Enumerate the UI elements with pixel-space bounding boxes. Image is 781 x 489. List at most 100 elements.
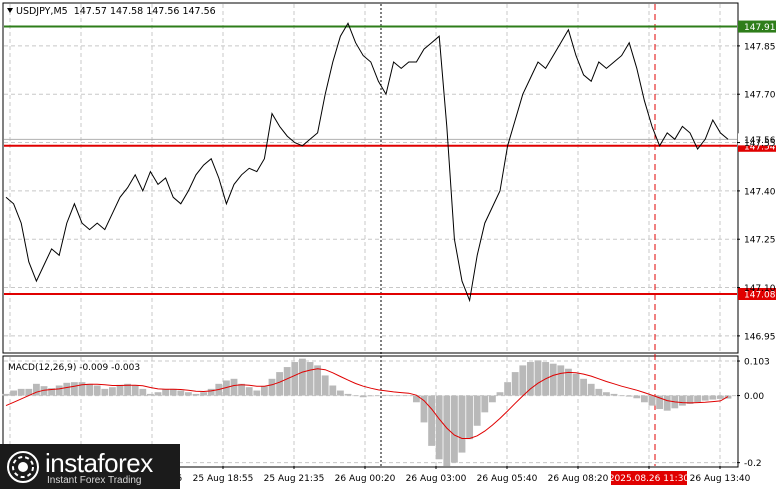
macd-bar [359, 395, 367, 398]
macd-bar [32, 383, 40, 396]
macd-bar [625, 395, 633, 397]
macd-bar [633, 395, 641, 399]
macd-bar [352, 395, 360, 397]
macd-bar [63, 382, 71, 396]
macd-tick-label: 0.103 [744, 358, 770, 368]
macd-bar [504, 382, 512, 396]
macd-label: MACD(12,26,9) -0.009 -0.003 [8, 363, 140, 373]
price-axis: 146.95 147.10 147.25 147.40 147.55 147.70 147.… [737, 42, 776, 342]
instaforex-logo: instaforex Instant Forex Trading [0, 444, 180, 489]
macd-bar [245, 387, 253, 396]
macd-bar [367, 395, 375, 397]
macd-signal-line [5, 368, 729, 439]
macd-bar [154, 392, 162, 396]
macd-bar [306, 362, 314, 396]
dropdown-arrow-icon[interactable] [7, 8, 13, 13]
level-label: 147.54 [744, 142, 776, 152]
macd-bar [564, 368, 572, 396]
x-tick-label: 26 Aug 13:40 [690, 474, 751, 484]
y-tick-label: 147.85 [744, 42, 776, 52]
logo-icon [7, 451, 39, 483]
macd-bar [557, 365, 565, 396]
x-tick-label: 25 Aug 21:35 [264, 474, 325, 484]
y-tick-label: 147.70 [744, 91, 776, 101]
current-price-badge [738, 133, 776, 146]
macd-bar [253, 390, 261, 396]
macd-bar [230, 378, 238, 396]
y-tick-label: 147.10 [744, 284, 776, 294]
macd-axis: 0.103 0.00 -0.2 [737, 358, 770, 469]
level-badge [738, 288, 776, 300]
macd-bar [93, 385, 101, 396]
x-tick-label: 2025.08.26 11:30 [609, 474, 690, 484]
cursor-time-badge [611, 471, 687, 485]
macd-bar [101, 388, 109, 396]
level-label: 147.91 [744, 23, 776, 33]
macd-bar [580, 378, 588, 396]
macd-bar [678, 395, 686, 406]
macd-bar [716, 395, 724, 399]
macd-bar [124, 383, 132, 396]
macd-bar [481, 395, 489, 413]
macd-bar [618, 395, 626, 397]
macd-bar [663, 395, 671, 411]
macd-bar [276, 372, 284, 396]
logo-name: instaforex [45, 448, 153, 478]
macd-bar [238, 383, 246, 396]
macd-bar [709, 395, 717, 400]
macd-bar [572, 373, 580, 396]
macd-bar [405, 395, 413, 397]
macd-bar [656, 395, 664, 409]
y-tick-label: 146.95 [744, 332, 776, 342]
macd-bar [162, 389, 170, 396]
current-price-label: 147.56 [744, 136, 776, 146]
macd-bar [131, 385, 139, 396]
macd-bar [549, 363, 557, 396]
macd-bar [443, 395, 451, 466]
x-tick-label: 26 Aug 00:20 [335, 474, 396, 484]
macd-bar [587, 383, 595, 396]
macd-bar [222, 380, 230, 396]
macd-bar [466, 395, 474, 440]
macd-bar [25, 388, 33, 396]
macd-bar [648, 395, 656, 406]
macd-bar [2, 393, 10, 396]
macd-tick-label: 0.00 [744, 392, 764, 402]
macd-tick-label: -0.2 [744, 459, 762, 469]
x-tick-label: 26 Aug 03:00 [406, 474, 467, 484]
x-tick-label: 26 Aug 05:40 [477, 474, 538, 484]
macd-bar [207, 388, 215, 396]
macd-bar [146, 393, 154, 396]
macd-bar [374, 395, 382, 397]
macd-bar [511, 372, 519, 396]
macd-bar [192, 393, 200, 396]
macd-bar [10, 390, 18, 396]
price-line [5, 22, 729, 303]
macd-bar [108, 387, 116, 396]
price-levels: 147.91 147.54 147.08 147.56 [4, 20, 776, 301]
y-tick-label: 147.40 [744, 187, 776, 197]
macd-bar [298, 358, 306, 396]
macd-bar [116, 384, 124, 396]
macd-bar [519, 365, 527, 396]
macd-bar [496, 392, 504, 396]
macd-bar [420, 395, 428, 423]
macd-bar [17, 388, 25, 396]
symbol-label: USDJPY,M5 147.57 147.58 147.56 147.56 [16, 6, 216, 17]
macd-bar [40, 386, 48, 396]
macd-bar [200, 392, 208, 396]
macd-bar [86, 383, 94, 396]
macd-bar [397, 395, 405, 397]
macd-bar [177, 390, 185, 396]
macd-bar [458, 395, 466, 453]
macd-bar [344, 393, 352, 396]
macd-series [2, 358, 732, 466]
price-pane [2, 2, 739, 354]
macd-bar [329, 385, 337, 396]
macd-bar [701, 395, 709, 401]
y-tick-label: 147.25 [744, 236, 776, 246]
macd-bar [321, 375, 329, 396]
macd-bar [382, 394, 390, 396]
macd-bar [473, 395, 481, 426]
macd-bar [78, 382, 86, 396]
